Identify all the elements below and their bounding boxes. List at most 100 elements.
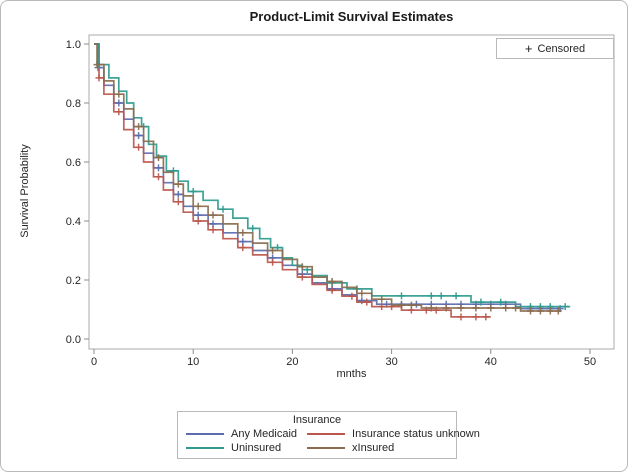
censor-marker-icon xyxy=(328,278,336,285)
y-tick-label: 0.0 xyxy=(66,334,81,346)
censor-marker-icon xyxy=(363,298,371,306)
censor-marker-icon xyxy=(412,300,420,308)
censored-label: Censored xyxy=(537,42,586,55)
censor-marker-icon xyxy=(194,211,202,219)
legend-entries: Any Medicaid Insurance status unknown Unin… xyxy=(186,428,480,454)
legend-line-swatch xyxy=(186,433,224,435)
censor-marker-icon xyxy=(115,108,123,116)
censor-marker-icon xyxy=(477,298,485,306)
censor-marker-icon xyxy=(239,238,247,246)
y-tick-label: 1.0 xyxy=(66,39,81,51)
legend-entry-any-medicaid: Any Medicaid xyxy=(186,428,297,440)
legend-box: Insurance Any Medicaid Insurance status u… xyxy=(177,411,480,459)
censor-marker-icon xyxy=(487,304,495,312)
y-tick-label: 0.8 xyxy=(66,98,81,110)
censor-marker-icon xyxy=(452,292,460,300)
series-line-insurance-status-unknown xyxy=(94,43,491,318)
censor-marker-icon xyxy=(512,304,520,312)
censor-marker-icon xyxy=(174,190,182,198)
censor-marker-icon xyxy=(174,198,182,206)
censor-marker-icon xyxy=(472,304,480,312)
censor-marker-icon xyxy=(358,289,366,297)
censor-marker-icon xyxy=(298,273,306,281)
censor-marker-icon xyxy=(527,307,534,315)
censor-marker-icon xyxy=(398,292,405,300)
x-axis-label: mnths xyxy=(336,368,367,380)
censor-marker-icon xyxy=(348,292,356,300)
plot-frame xyxy=(88,34,615,350)
censor-marker-icon xyxy=(298,263,306,271)
censor-marker-icon xyxy=(95,74,103,82)
censor-marker-icon xyxy=(427,304,435,312)
censor-marker-icon xyxy=(497,298,505,306)
censor-marker-icon xyxy=(442,304,450,312)
legend-title: Insurance xyxy=(292,414,342,426)
censor-marker-icon xyxy=(358,297,366,305)
censor-marker-icon xyxy=(482,313,490,321)
legend-label: xInsured xyxy=(352,442,395,454)
censor-marker-icon xyxy=(328,286,336,294)
censor-marker-icon xyxy=(189,188,197,195)
censor-marker-icon xyxy=(546,307,554,315)
legend-entry-uninsured: Uninsured xyxy=(186,442,297,454)
censor-marker-icon xyxy=(239,244,247,252)
censor-marker-icon xyxy=(427,292,435,300)
censor-marker-icon xyxy=(378,295,386,303)
y-tick-label: 0.2 xyxy=(66,275,81,287)
legend-entry-xinsured: xInsured xyxy=(307,442,480,454)
censor-marker-icon xyxy=(155,173,162,181)
censored-legend-box: + Censored xyxy=(496,38,614,59)
chart-title: Product-Limit Survival Estimates xyxy=(249,9,454,24)
censor-marker-icon xyxy=(457,304,465,312)
censor-marker-icon xyxy=(407,301,415,309)
x-tick-label: 50 xyxy=(584,356,596,368)
y-tick-label: 0.4 xyxy=(66,216,81,228)
censor-marker-icon xyxy=(155,164,162,172)
censor-marker-icon xyxy=(219,205,227,213)
censor-marker-icon xyxy=(269,247,277,254)
censor-marker-icon xyxy=(194,202,202,210)
censor-marker-icon xyxy=(561,303,569,311)
x-tick-label: 10 xyxy=(187,356,199,368)
censor-marker-icon xyxy=(249,224,257,232)
y-tick-label: 0.6 xyxy=(66,157,81,169)
legend-line-swatch xyxy=(307,447,346,449)
legend-label: Any Medicaid xyxy=(231,428,298,440)
censor-marker-icon xyxy=(502,304,510,312)
legend-label: Uninsured xyxy=(231,442,282,454)
legend-line-swatch xyxy=(307,433,346,435)
censor-marker-icon xyxy=(135,143,143,151)
censor-marker-icon xyxy=(155,154,162,162)
y-axis-label: Survival Probability xyxy=(19,144,31,238)
censor-marker-icon xyxy=(93,61,101,69)
censor-marker-icon xyxy=(135,132,143,139)
legend-label: Insurance status unknown xyxy=(352,428,480,440)
censor-marker-icon xyxy=(194,217,202,225)
x-tick-label: 30 xyxy=(385,356,397,368)
plus-censor-icon: + xyxy=(524,41,533,56)
censor-marker-icon xyxy=(457,313,465,321)
legend-line-swatch xyxy=(186,447,224,449)
censor-marker-icon xyxy=(239,229,247,237)
censor-marker-icon xyxy=(209,220,217,228)
censor-marker-icon xyxy=(135,123,143,131)
censor-marker-icon xyxy=(174,180,182,188)
censor-marker-icon xyxy=(209,226,217,234)
censor-marker-icon xyxy=(437,292,445,300)
censor-marker-icon xyxy=(472,313,480,321)
x-tick-label: 40 xyxy=(485,356,497,368)
censor-marker-icon xyxy=(378,303,386,311)
x-tick-label: 20 xyxy=(286,356,298,368)
censor-marker-icon xyxy=(115,90,123,98)
series-line-uninsured xyxy=(94,43,571,308)
x-tick-label: 0 xyxy=(91,356,97,368)
censor-marker-icon xyxy=(115,99,123,107)
censor-marker-icon xyxy=(398,301,405,309)
censor-marker-icon xyxy=(209,211,217,219)
censor-marker-icon xyxy=(269,258,277,266)
censor-marker-icon xyxy=(536,307,544,315)
censor-marker-icon xyxy=(554,307,562,315)
legend-entry-insurance-status-unknown: Insurance status unknown xyxy=(307,428,480,440)
